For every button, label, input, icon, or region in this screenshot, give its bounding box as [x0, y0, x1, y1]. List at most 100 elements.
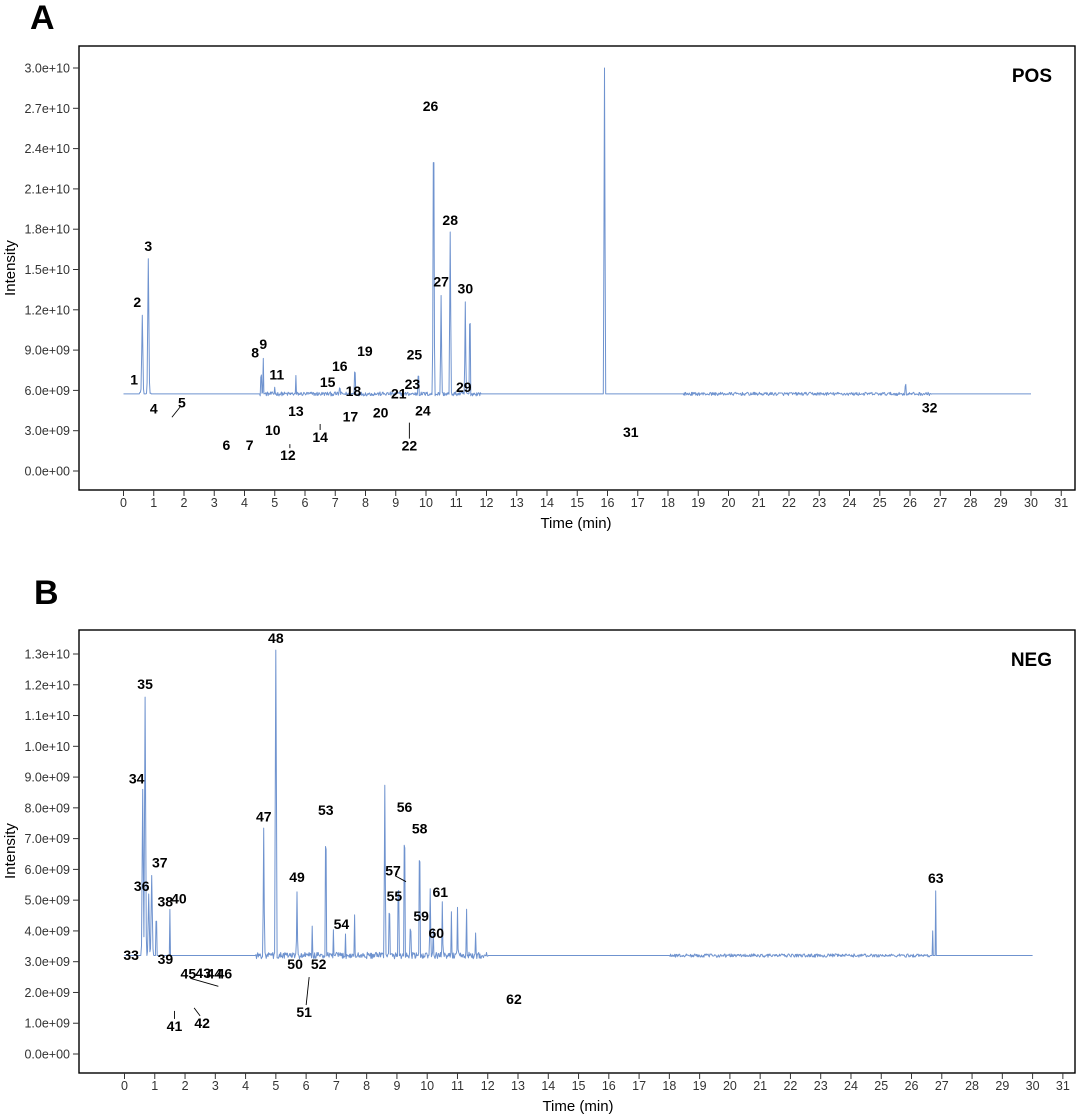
x-tick-label: 8	[362, 496, 369, 510]
x-tick-label: 13	[510, 496, 524, 510]
x-tick-label: 20	[722, 496, 736, 510]
peak-label: 3	[144, 238, 152, 254]
peak-label: 17	[343, 408, 359, 424]
y-tick-label: 0.0e+00	[24, 465, 70, 479]
x-tick-label: 30	[1024, 496, 1038, 510]
x-tick-label: 5	[271, 496, 278, 510]
panel-b-plot-frame	[78, 629, 1076, 1074]
x-tick-label: 19	[693, 1079, 707, 1093]
peak-label: 52	[311, 956, 327, 972]
panel-a-plot-frame	[78, 45, 1076, 491]
y-tick-label: 2.7e+10	[24, 102, 70, 116]
peak-label: 27	[433, 273, 449, 289]
y-tick-label: 8.0e+09	[24, 801, 70, 815]
x-tick-label: 4	[242, 1079, 249, 1093]
peak-label: 7	[246, 437, 254, 453]
peak-label: 13	[288, 403, 304, 419]
x-tick-label: 12	[481, 1079, 495, 1093]
peak-label: 33	[123, 947, 139, 963]
y-tick-label: 1.2e+10	[24, 303, 70, 317]
peak-label: 36	[134, 878, 150, 894]
y-tick-label: 9.0e+09	[24, 771, 70, 785]
x-tick-label: 18	[661, 496, 675, 510]
y-tick-label: 1.0e+09	[24, 1017, 70, 1031]
y-tick-label: 1.2e+10	[24, 678, 70, 692]
y-tick-label: 6.0e+09	[24, 863, 70, 877]
x-tick-label: 12	[480, 496, 494, 510]
peak-label: 41	[167, 1018, 183, 1034]
peak-label: 29	[456, 379, 472, 395]
x-tick-label: 16	[602, 1079, 616, 1093]
x-tick-label: 23	[812, 496, 826, 510]
x-tick-label: 25	[874, 1079, 888, 1093]
y-tick-label: 5.0e+09	[24, 894, 70, 908]
x-tick-label: 4	[241, 496, 248, 510]
x-tick-label: 31	[1056, 1079, 1070, 1093]
x-tick-label: 17	[632, 1079, 646, 1093]
x-tick-label: 17	[631, 496, 645, 510]
peak-label: 42	[194, 1015, 210, 1031]
x-tick-label: 9	[392, 496, 399, 510]
x-tick-label: 25	[873, 496, 887, 510]
peak-label: 43	[195, 965, 211, 981]
x-tick-label: 24	[844, 1079, 858, 1093]
x-tick-label: 28	[965, 1079, 979, 1093]
x-tick-label: 15	[572, 1079, 586, 1093]
y-tick-label: 3.0e+10	[24, 62, 70, 76]
peak-leader-line	[171, 406, 181, 418]
peak-leader-line	[305, 977, 310, 1006]
panel-b-mode-label: NEG	[1011, 650, 1052, 671]
x-tick-label: 21	[752, 496, 766, 510]
y-tick-label: 3.0e+09	[24, 424, 70, 438]
y-tick-label: 1.1e+10	[24, 709, 70, 723]
panel-a-x-axis-title: Time (min)	[540, 515, 611, 532]
x-tick-label: 11	[451, 1079, 464, 1093]
panel-a-y-axis-title: Intensity	[2, 240, 19, 296]
x-tick-label: 20	[723, 1079, 737, 1093]
x-tick-label: 0	[120, 496, 127, 510]
x-tick-label: 18	[662, 1079, 676, 1093]
panel-a-x-axis: 0 1 2 3 4 5 6 7 8 9 10 11 12 13 14 15 16 17 18 19 20 21 22 23 24…	[120, 490, 1068, 510]
peak-leader-line	[394, 875, 407, 883]
peak-label: 34	[129, 770, 145, 786]
y-tick-label: 9.0e+09	[24, 344, 70, 358]
peak-label: 5	[178, 394, 186, 410]
panel-b-neg-chromatogram: B NEG 0.0e+00 1.0e+09 2.0e+09 3.0e+09 4.0e+0…	[2, 574, 1076, 1115]
x-tick-label: 22	[782, 496, 796, 510]
peak-label: 8	[251, 345, 259, 361]
peak-leader-line	[190, 977, 219, 987]
peak-label: 57	[385, 863, 401, 879]
peak-label: 63	[928, 870, 944, 886]
x-tick-label: 14	[540, 496, 554, 510]
peak-label: 45	[181, 965, 197, 981]
x-tick-label: 2	[181, 496, 188, 510]
x-tick-label: 7	[333, 1079, 340, 1093]
x-tick-label: 19	[691, 496, 705, 510]
panel-b-x-axis-title: Time (min)	[542, 1098, 613, 1115]
peak-label: 19	[357, 343, 373, 359]
x-tick-label: 14	[541, 1079, 555, 1093]
x-tick-label: 13	[511, 1079, 525, 1093]
x-tick-label: 7	[332, 496, 339, 510]
peak-label: 11	[269, 366, 284, 382]
x-tick-label: 29	[994, 496, 1008, 510]
peak-label: 4	[150, 401, 158, 417]
peak-label: 21	[391, 386, 407, 402]
y-tick-label: 1.0e+10	[24, 740, 70, 754]
x-tick-label: 10	[420, 1079, 434, 1093]
peak-label: 31	[623, 424, 639, 440]
x-tick-label: 23	[814, 1079, 828, 1093]
peak-label: 47	[256, 808, 272, 824]
peak-leader-line	[193, 1007, 201, 1017]
x-tick-label: 26	[903, 496, 917, 510]
peak-label: 18	[346, 383, 362, 399]
x-tick-label: 10	[419, 496, 433, 510]
x-tick-label: 3	[212, 1079, 219, 1093]
peak-label: 25	[407, 347, 423, 363]
panel-a-trace-line	[123, 67, 1031, 397]
peak-label: 49	[289, 869, 305, 885]
peak-label: 44	[206, 965, 222, 981]
peak-label: 2	[133, 294, 141, 310]
